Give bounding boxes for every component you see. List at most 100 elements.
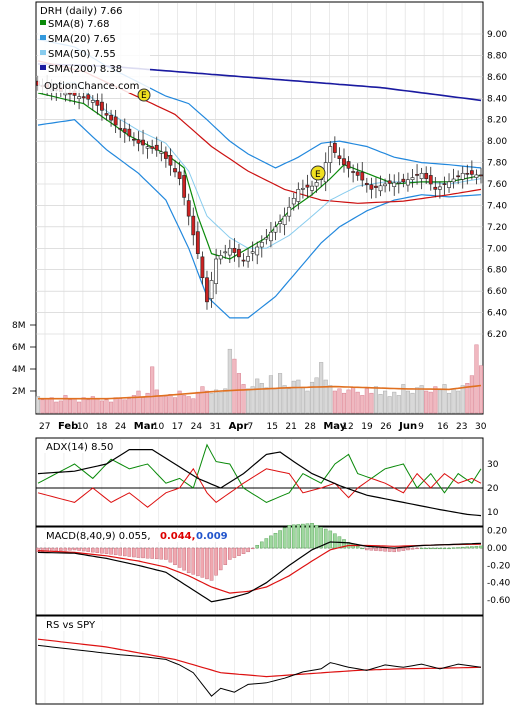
x-tick-label: 12 — [342, 422, 353, 432]
macd-histogram-bar — [410, 547, 415, 550]
macd-histogram-bar — [415, 547, 419, 550]
candle-body — [90, 100, 95, 103]
macd-histogram-bar — [250, 547, 255, 550]
price-tick: 7.80 — [487, 159, 507, 169]
macd-histogram-bar — [433, 547, 438, 550]
macd-histogram-bar — [333, 533, 337, 549]
candle-body — [374, 185, 378, 188]
volume-bar — [469, 375, 474, 414]
macd-histogram-bar — [154, 547, 159, 560]
x-tick-label: 24 — [191, 422, 203, 432]
legend-sma200: SMA(200) 8.38 — [48, 64, 122, 75]
price-tick: 7.00 — [487, 244, 507, 254]
volume-bar — [437, 389, 442, 414]
macd-histogram-bar — [360, 547, 365, 550]
macd-histogram-bar — [241, 547, 246, 554]
macd-histogram-bar — [296, 524, 301, 549]
candle-body — [113, 116, 118, 126]
candle-body — [332, 142, 337, 153]
legend-sma50: SMA(50) 7.55 — [48, 49, 116, 60]
volume-bar — [218, 391, 223, 414]
candle-body — [173, 168, 177, 173]
candle-body — [342, 158, 346, 166]
macd-histogram-bar — [287, 524, 291, 549]
macd-histogram-bar — [196, 547, 200, 577]
symbol-label: DRH (daily) 7.66 — [40, 6, 123, 17]
macd-histogram-bar — [406, 547, 410, 551]
indicator-series — [36, 443, 483, 697]
macd-histogram-bar — [351, 544, 355, 549]
volume-bar — [364, 388, 369, 414]
x-tick-label: 18 — [96, 422, 108, 432]
candle-body — [132, 138, 136, 141]
macd-histogram-bar — [218, 547, 223, 571]
rs-average-line — [37, 638, 482, 678]
volume-bar — [45, 398, 50, 414]
price-tick: 6.60 — [487, 287, 507, 297]
volume-tick: 6M — [12, 343, 26, 353]
macd-histogram-bar — [63, 547, 68, 551]
x-tick-label: Apr — [229, 421, 249, 432]
volume-bar — [113, 397, 118, 414]
macd-histogram-bar — [164, 547, 168, 560]
volume-bar — [401, 384, 406, 414]
volume-bar — [465, 383, 470, 414]
macd-histogram-bar — [205, 547, 209, 580]
volume-average-line — [38, 384, 482, 400]
volume-bar — [323, 379, 328, 414]
rs-label: RS vs SPY — [46, 620, 96, 631]
adx-tick: 20 — [487, 484, 499, 494]
macd-signal-label: 0.044, — [160, 531, 195, 542]
volume-bar — [433, 386, 438, 414]
volume-bar — [300, 387, 305, 414]
volume-tick: 2M — [12, 387, 26, 397]
candle-body — [177, 171, 182, 179]
volume-bar — [81, 397, 86, 414]
rs-panel — [35, 615, 484, 705]
macd-histogram-bar — [442, 547, 447, 550]
candle-body — [346, 161, 351, 169]
candle-body — [77, 96, 82, 99]
volume-bar — [424, 390, 429, 414]
volume-bar — [246, 388, 251, 414]
macd-histogram-bar — [228, 547, 232, 560]
bollinger-lower — [37, 119, 482, 319]
price-tick: 8.20 — [487, 116, 507, 126]
candle-body — [109, 114, 113, 121]
price-tick: 6.40 — [487, 309, 507, 319]
x-tick-label: 24 — [115, 422, 127, 432]
macd-histogram-bar — [355, 545, 360, 549]
macd-histogram-bar — [136, 547, 141, 558]
volume-bar — [369, 392, 374, 414]
volume-bar — [67, 399, 73, 414]
price-tick: 6.20 — [487, 330, 507, 340]
adx-tick: 10 — [487, 508, 499, 518]
candle-body — [305, 184, 310, 188]
x-tick-label: 23 — [456, 422, 467, 432]
macd-histogram-bar — [470, 546, 474, 549]
volume-bar — [236, 373, 241, 414]
price-tick: 7.20 — [487, 223, 507, 233]
candle-body — [250, 251, 255, 254]
x-tick-label: Feb — [58, 421, 78, 432]
x-tick-label: 31 — [210, 422, 221, 432]
x-tick-label: 16 — [437, 422, 449, 432]
watermark: OptionChance.com — [44, 81, 139, 92]
volume-bar — [154, 389, 159, 414]
macd-histogram-bar — [319, 526, 323, 549]
candle-body — [291, 197, 296, 205]
macd-histogram-bar — [109, 547, 113, 555]
macd-histogram-bar — [401, 547, 406, 551]
candle-body — [255, 246, 260, 256]
macd-histogram-bar — [91, 547, 95, 553]
macd-signal-line — [37, 543, 482, 594]
volume-bar — [140, 397, 146, 414]
macd-histogram-bar — [81, 547, 86, 552]
macd-histogram-bar — [209, 547, 214, 581]
macd-histogram-bar — [419, 547, 424, 550]
volume-bar — [410, 392, 415, 414]
macd-histogram-bar — [273, 532, 278, 549]
x-tick-label: 9 — [418, 422, 424, 432]
x-tick-label: 27 — [39, 422, 50, 432]
macd-histogram-bar — [173, 547, 177, 566]
